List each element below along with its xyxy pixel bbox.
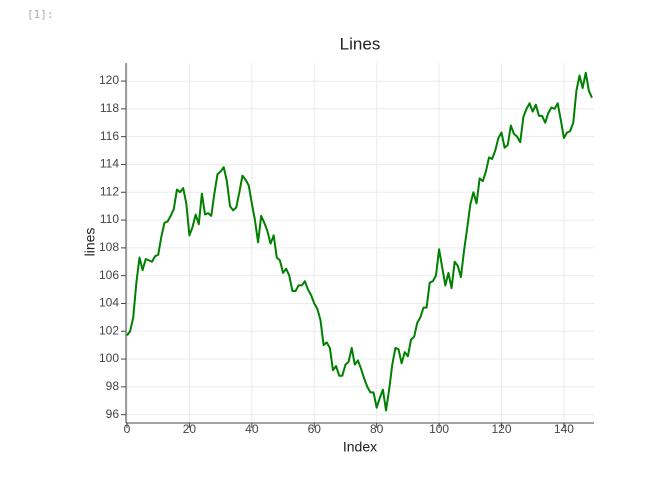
y-tick-label: 116 (100, 129, 119, 143)
chart-title: Lines (340, 34, 381, 53)
y-tick-label: 108 (99, 240, 119, 254)
y-tick-label: 98 (106, 379, 120, 393)
x-tick-label: 0 (124, 422, 131, 436)
y-tick-label: 106 (99, 268, 119, 282)
x-tick-label: 40 (245, 422, 259, 436)
cell-prompt: [1]: (27, 8, 54, 21)
y-tick-label: 118 (100, 101, 119, 115)
x-tick-label: 20 (183, 422, 197, 436)
y-tick-label: 110 (100, 212, 119, 226)
x-tick-label: 120 (491, 422, 511, 436)
x-tick-label: 140 (554, 422, 574, 436)
x-tick-label: 60 (308, 422, 322, 436)
y-tick-label: 112 (100, 184, 119, 198)
data-line (126, 71, 593, 412)
y-tick-label: 114 (100, 157, 119, 171)
y-tick-label: 120 (99, 73, 119, 87)
x-tick-label: 100 (429, 422, 449, 436)
y-tick-label: 104 (99, 296, 119, 310)
y-tick-label: 100 (99, 351, 119, 365)
x-axis-label: Index (343, 439, 377, 455)
x-tick-label: 80 (370, 422, 384, 436)
y-tick-label: 102 (99, 323, 119, 337)
y-tick-label: 96 (106, 407, 120, 421)
y-axis-label: lines (82, 228, 98, 257)
